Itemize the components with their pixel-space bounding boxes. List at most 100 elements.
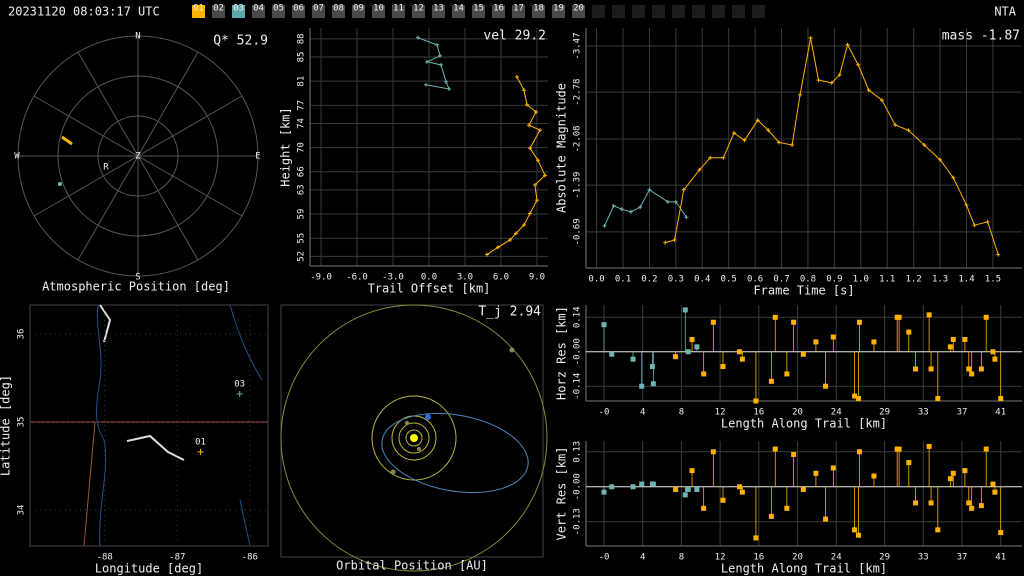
station-label: 13 — [433, 4, 444, 14]
x-tick-label: 8 — [679, 553, 684, 563]
point — [534, 109, 539, 114]
point — [896, 446, 902, 452]
point — [755, 118, 760, 123]
station-label: 12 — [413, 4, 424, 14]
orbit — [280, 304, 548, 572]
x-tick-label: 8 — [679, 408, 684, 418]
station-box — [272, 5, 285, 18]
point — [685, 349, 691, 355]
point — [969, 505, 975, 511]
point — [947, 476, 953, 482]
station-bar: 01 02 03 04 05 06 07 08 09 10 11 12 13 14 15 16 17 18 19 20 — [192, 4, 765, 18]
point — [969, 371, 975, 377]
point — [647, 187, 652, 192]
point — [978, 366, 984, 372]
x-tick-label: 4 — [640, 408, 645, 418]
point — [935, 527, 941, 533]
point — [731, 130, 736, 135]
station-box — [492, 5, 505, 18]
station-box — [612, 5, 625, 18]
y-axis-label: Absolute Magnitude — [555, 83, 569, 213]
point — [601, 489, 607, 495]
x-tick-label: 0.1 — [615, 275, 631, 285]
station-label: 04 — [253, 4, 264, 14]
point — [525, 102, 530, 107]
y-tick-label: 74 — [297, 118, 307, 129]
station-box — [372, 5, 385, 18]
point — [845, 42, 850, 47]
point — [528, 211, 533, 216]
point — [736, 484, 742, 490]
x-tick-label: 3.0 — [457, 273, 473, 283]
y-tick-label: 55 — [297, 233, 307, 244]
y-tick-label: 63 — [297, 184, 307, 195]
point — [602, 223, 607, 228]
point — [996, 252, 1001, 257]
station-box — [752, 5, 765, 18]
x-tick-label: 0.5 — [721, 275, 737, 285]
point — [650, 381, 656, 387]
y-tick-label: -0.69 — [573, 218, 583, 245]
sun — [410, 434, 418, 442]
x-tick-label: 0.0 — [421, 273, 437, 283]
x-tick-label: 0.2 — [641, 275, 657, 285]
y-axis-label: Vert Res [km] — [555, 447, 569, 541]
point — [685, 486, 691, 492]
station-label: 07 — [313, 4, 324, 14]
x-tick-label: 20 — [792, 553, 803, 563]
station-box — [312, 5, 325, 18]
point — [753, 535, 759, 541]
x-tick-label: 1.5 — [985, 275, 1001, 285]
border — [83, 421, 96, 547]
y-tick-label: 34 — [17, 505, 27, 516]
point — [855, 396, 861, 402]
station-label: 17 — [513, 4, 524, 14]
point — [992, 489, 998, 495]
x-tick-label: 41 — [995, 408, 1006, 418]
x-tick-label: 12 — [715, 408, 726, 418]
station-label: 08 — [333, 4, 344, 14]
point — [966, 366, 972, 372]
x-tick-label: -87 — [169, 553, 185, 563]
point — [830, 465, 836, 471]
point — [972, 223, 977, 228]
point — [922, 142, 927, 147]
point — [694, 344, 700, 350]
point — [829, 80, 834, 85]
trail-sketch — [99, 304, 185, 461]
direction-label: S — [135, 273, 140, 283]
point — [791, 451, 797, 457]
panel-title: mass -1.87 — [942, 29, 1020, 44]
station-box — [252, 5, 265, 18]
point — [438, 53, 443, 58]
x-tick-label: 1.3 — [932, 275, 948, 285]
point — [639, 481, 645, 487]
point — [776, 140, 781, 145]
station-label: 01 — [193, 4, 204, 14]
point — [852, 393, 858, 399]
station-label: 03 — [234, 379, 245, 389]
point — [950, 336, 956, 342]
point — [495, 245, 500, 250]
point — [800, 486, 806, 492]
y-tick-label: -0.13 — [573, 508, 583, 535]
point — [983, 314, 989, 320]
point — [526, 123, 531, 128]
spokes — [18, 36, 258, 276]
point — [672, 237, 677, 242]
x-tick-label: 41 — [995, 553, 1006, 563]
station-box — [392, 5, 405, 18]
x-axis-label: Orbital Position [AU] — [336, 559, 488, 573]
station-label: 06 — [293, 4, 304, 14]
direction-label: N — [135, 32, 140, 42]
point — [628, 209, 633, 214]
point — [856, 319, 862, 325]
x-tick-label: 0.8 — [800, 275, 816, 285]
point — [800, 351, 806, 357]
y-tick-label: -0.00 — [573, 338, 583, 365]
station-box — [572, 5, 585, 18]
station-label: 10 — [373, 4, 384, 14]
point — [871, 473, 877, 479]
point — [522, 88, 527, 93]
